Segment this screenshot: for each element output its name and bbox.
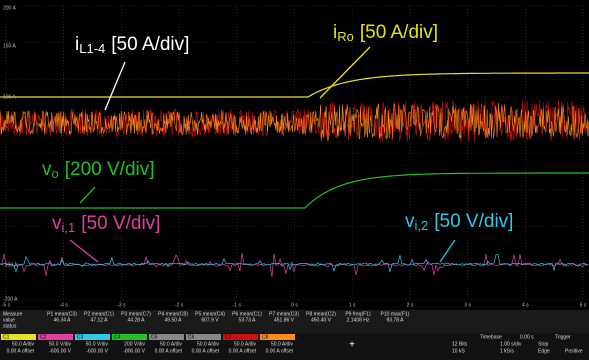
- channel-scale: 50.0 A/div: [271, 341, 293, 347]
- channel-offset: 0.00 A offset: [7, 348, 35, 354]
- scale: [50 V/div]: [81, 213, 160, 234]
- y-tick-label: -150 A: [3, 262, 18, 268]
- measure-value: 47.12 A: [91, 317, 109, 323]
- measure-value: 53.73 A: [239, 317, 257, 323]
- channel-scale: 50.0 A/div: [197, 341, 219, 347]
- y-tick-label: 100 A: [3, 94, 16, 100]
- x-tick-label: 0 s: [291, 302, 298, 308]
- subscript: Ro: [337, 29, 354, 44]
- x-tick-label: -4 s: [60, 302, 69, 308]
- channel-scale: 50.0 A/div: [12, 341, 34, 347]
- channel-name: C7: [225, 334, 232, 340]
- measure-value: 450.40 V: [311, 317, 332, 323]
- x-tick-label: 1 s: [349, 302, 356, 308]
- channel-name: C1: [3, 334, 10, 340]
- measure-value: 2.1408 Hz: [347, 317, 370, 323]
- channel-name: C3: [77, 334, 84, 340]
- channel-offset: 0.00 A offset: [229, 348, 257, 354]
- timebase-bits: 12 Bits: [452, 341, 468, 347]
- channel-offset: -800.00 V: [123, 348, 145, 354]
- subscript: o: [52, 166, 59, 181]
- channel-scale: 200 V/div: [124, 341, 145, 347]
- x-tick-label: 4 s: [522, 302, 529, 308]
- channel-name: C4: [114, 334, 121, 340]
- channel-scale: 50.0 V/div: [86, 341, 109, 347]
- timebase-trigger: Trigger: [555, 334, 571, 340]
- subscript: i,1: [62, 220, 76, 235]
- y-tick-label: 200 A: [3, 5, 16, 11]
- channel-offset: 0.00 A offset: [155, 348, 183, 354]
- timebase-rate: 1 kS/s: [500, 348, 514, 354]
- measure-value: 607.9 V: [201, 317, 219, 323]
- channel-name: C2: [40, 334, 47, 340]
- timebase-type: Edge: [538, 348, 550, 354]
- scale: [200 V/div]: [65, 159, 155, 180]
- channel-scale: 50.0 A/div: [160, 341, 182, 347]
- measure-value: 451.86 V: [274, 317, 295, 323]
- measure-value: 49.50 A: [165, 317, 183, 323]
- timebase-mode: Stop: [538, 341, 549, 347]
- symbol: v: [52, 213, 62, 234]
- channel-offset: -600.00 V: [49, 348, 71, 354]
- timebase-delay: 0.00 s: [520, 334, 534, 340]
- scope-screen: 200 A150 A100 A-150 A-200 A-5 s-4 s-3 s-…: [0, 0, 589, 360]
- symbol: v: [405, 211, 415, 232]
- scale: [50 V/div]: [434, 211, 513, 232]
- x-tick-label: -3 s: [117, 302, 126, 308]
- scale: [50 A/div]: [360, 22, 438, 43]
- timebase-tdiv: 1.00 s/div: [500, 341, 522, 347]
- add-channel: +: [349, 340, 355, 351]
- measure-value: 93.78 A: [387, 317, 405, 323]
- measure-value: 46.34 A: [54, 317, 72, 323]
- channel-name: C8: [262, 334, 269, 340]
- page: {"axis":{"y_labels":["200 A","150 A","10…: [0, 0, 589, 360]
- subscript: L1-4: [79, 41, 105, 56]
- channel-scale: 50.0 V/div: [49, 341, 72, 347]
- channel-offset: 0.00 A offset: [192, 348, 220, 354]
- measure-row-label: status: [3, 323, 17, 329]
- channel-name: C6: [188, 334, 195, 340]
- channel-name: C5: [151, 334, 158, 340]
- channel-scale: 50.0 A/div: [234, 341, 256, 347]
- x-tick-label: -2 s: [175, 302, 184, 308]
- timebase-label: Timebase: [480, 334, 502, 340]
- x-tick-label: -5 s: [2, 302, 11, 308]
- measure-value: 44.28 A: [128, 317, 146, 323]
- y-tick-label: 150 A: [3, 43, 16, 49]
- x-tick-label: -1 s: [233, 302, 242, 308]
- timebase-samples: 10 kS: [452, 348, 465, 354]
- symbol: v: [42, 159, 52, 180]
- x-tick-label: 2 s: [407, 302, 414, 308]
- x-tick-label: 3 s: [464, 302, 471, 308]
- scale: [50 A/div]: [111, 34, 189, 55]
- subscript: i,2: [415, 218, 429, 233]
- x-tick-label: 5 s: [580, 302, 587, 308]
- timebase-slope: Positive: [565, 348, 583, 354]
- channel-offset: 0.00 A offset: [266, 348, 294, 354]
- channel-offset: -600.00 V: [86, 348, 108, 354]
